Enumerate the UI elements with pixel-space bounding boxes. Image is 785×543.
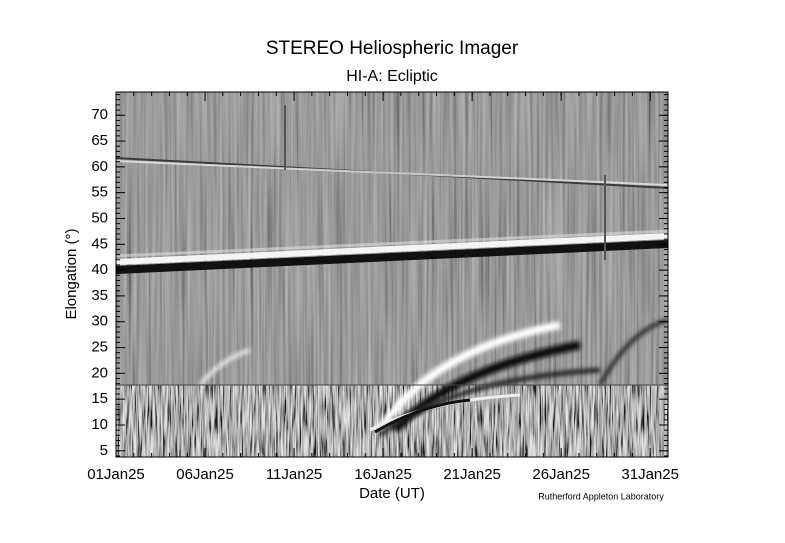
y-tick-label: 40 (91, 261, 108, 278)
x-tick-label: 31Jan25 (621, 466, 679, 483)
y-tick-label: 55 (91, 184, 108, 201)
x-tick-label: 06Jan25 (176, 466, 234, 483)
x-tick-label: 21Jan25 (443, 466, 501, 483)
y-tick-label: 20 (91, 364, 108, 381)
x-tick-label: 16Jan25 (354, 466, 412, 483)
x-axis-label: Date (UT) (359, 485, 425, 502)
y-tick-label: 5 (100, 442, 108, 459)
x-tick-label: 26Jan25 (532, 466, 590, 483)
y-axis-label: Elongation (°) (63, 228, 80, 319)
plot-frame (115, 91, 669, 458)
y-tick-label: 15 (91, 390, 108, 407)
chart-subtitle: HI-A: Ecliptic (346, 68, 438, 85)
x-tick-label: 01Jan25 (87, 466, 145, 483)
y-tick-label: 35 (91, 287, 108, 304)
y-tick-label: 65 (91, 132, 108, 149)
chart-title: STEREO Heliospheric Imager (266, 38, 519, 59)
jmap-image (116, 92, 668, 457)
y-tick-label: 10 (91, 416, 108, 433)
y-tick-label: 70 (91, 106, 108, 123)
y-tick-label: 30 (91, 313, 108, 330)
y-tick-label: 45 (91, 235, 108, 252)
x-tick-label: 11Jan25 (266, 466, 322, 483)
y-tick-label: 25 (91, 339, 108, 356)
credit: Rutherford Appleton Laboratory (538, 491, 664, 501)
y-tick-label: 60 (91, 158, 108, 175)
y-tick-label: 50 (91, 209, 108, 226)
